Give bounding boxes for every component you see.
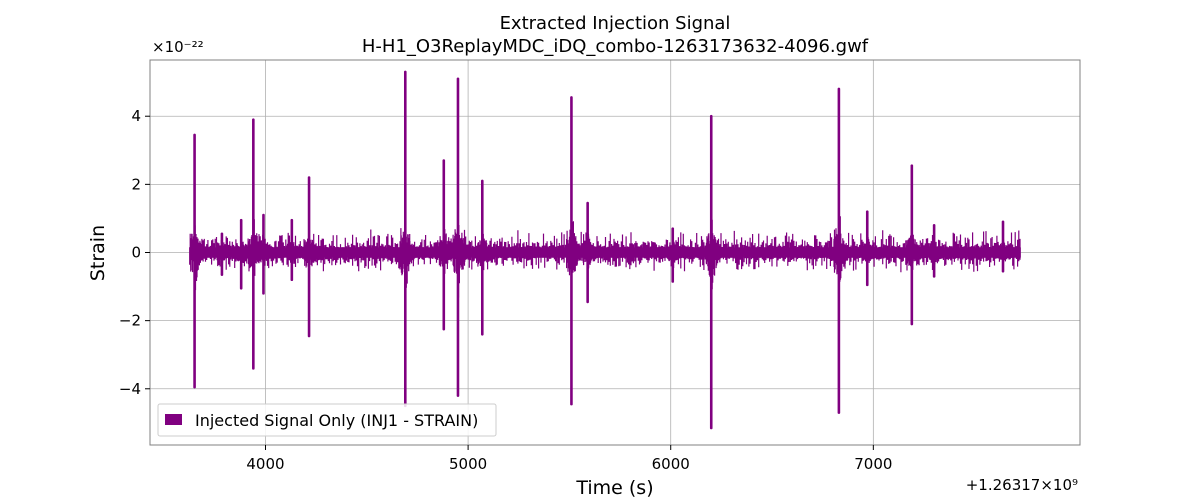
signal-spike	[438, 159, 454, 331]
legend-frame	[157, 403, 497, 437]
x-tick-label: 7000	[854, 455, 892, 473]
legend-swatch	[165, 414, 182, 425]
signal-spike	[861, 210, 877, 287]
signal-spike	[833, 87, 849, 414]
signal-spike	[452, 77, 468, 397]
x-axis-label: Time (s)	[575, 477, 653, 499]
signal-spike	[566, 96, 581, 406]
signal-spike	[582, 201, 597, 304]
y-axis-ticks: 4 2 0 −2 −4	[119, 107, 150, 398]
signal-spike	[928, 223, 944, 278]
y-tick-label: 0	[131, 244, 141, 262]
signal-spike	[303, 176, 319, 338]
y-multiplier-label: ×10⁻²²	[152, 38, 204, 56]
legend-entry-label: Injected Signal Only (INJ1 - STRAIN)	[195, 411, 478, 430]
y-tick-label: 2	[131, 175, 141, 193]
chart-title: Extracted Injection Signal	[500, 13, 731, 34]
y-tick-label: 4	[131, 107, 141, 125]
signal-spike	[476, 179, 492, 336]
y-tick-label: −4	[119, 380, 141, 398]
signal-spike	[399, 70, 415, 408]
x-tick-label: 6000	[652, 455, 690, 473]
signal-spike	[906, 164, 922, 326]
signal-spike	[216, 232, 232, 276]
x-tick-label: 4000	[246, 455, 284, 473]
signal-spike	[667, 227, 683, 283]
legend: Injected Signal Only (INJ1 - STRAIN)	[157, 403, 497, 437]
x-axis-ticks: 4000 5000 6000 7000	[246, 445, 892, 473]
y-tick-label: −2	[119, 312, 141, 330]
signal-spike	[258, 213, 273, 295]
signal-spike	[286, 218, 302, 282]
signal-spike	[997, 220, 1013, 273]
series-injected-signal	[189, 70, 1021, 430]
y-axis-label: Strain	[87, 225, 109, 281]
signal-spike	[705, 114, 721, 430]
x-tick-label: 5000	[449, 455, 487, 473]
signal-spike	[189, 133, 204, 389]
chart-subtitle: H-H1_O3ReplayMDC_iDQ_combo-1263173632-40…	[362, 36, 869, 57]
x-offset-label: +1.26317×10⁹	[966, 476, 1078, 494]
